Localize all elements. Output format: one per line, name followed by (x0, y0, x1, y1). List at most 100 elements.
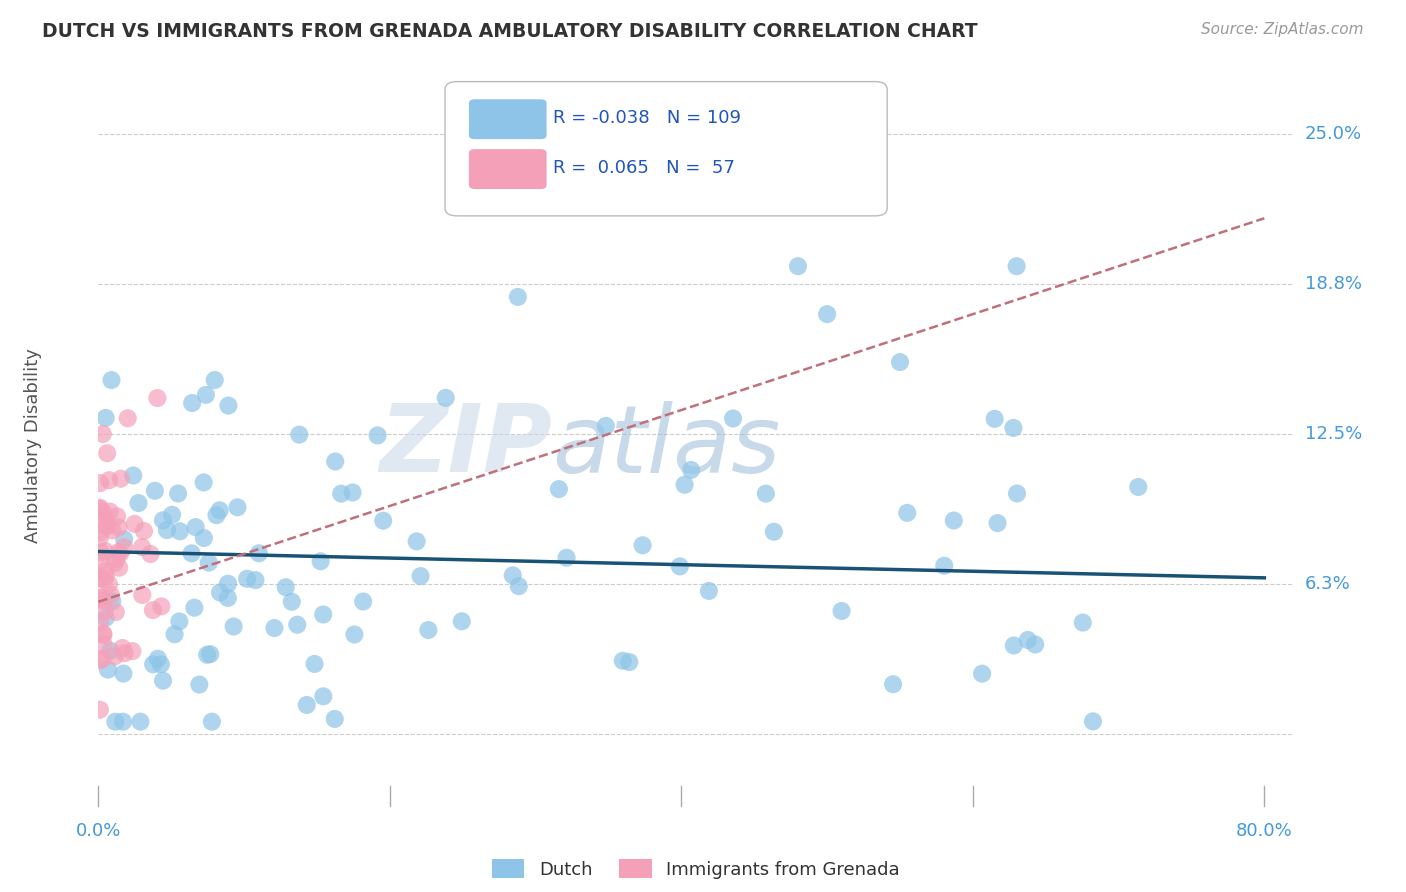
Point (200, 647, 222, 661)
Point (101, 594, 124, 608)
Point (193, 475, 215, 490)
Point (619, 655, 641, 669)
Point (111, 714, 134, 729)
Point (112, 541, 135, 555)
Point (889, 355, 911, 369)
Point (205, 508, 228, 523)
Point (96, 518, 118, 533)
Point (330, 486, 353, 500)
Point (94, 568, 117, 582)
Point (100, 373, 122, 387)
Point (167, 486, 190, 500)
Point (1005, 259, 1028, 273)
Point (673, 477, 696, 491)
Point (93, 628, 115, 642)
Point (104, 714, 127, 729)
Point (183, 600, 205, 615)
Text: DUTCH VS IMMIGRANTS FROM GRENADA AMBULATORY DISABILITY CORRELATION CHART: DUTCH VS IMMIGRANTS FROM GRENADA AMBULAT… (42, 22, 977, 41)
Point (114, 646, 136, 660)
Point (93, 593, 115, 607)
Point (96, 513, 118, 527)
Point (94, 411, 117, 425)
Point (555, 550, 578, 565)
Point (142, 603, 165, 617)
Point (146, 391, 169, 405)
Point (1017, 632, 1039, 647)
Point (352, 594, 374, 608)
Point (193, 531, 215, 545)
Point (90, 591, 112, 605)
Point (97, 663, 120, 677)
Point (104, 556, 127, 570)
Point (942, 514, 965, 528)
Point (970, 666, 993, 681)
Point (986, 516, 1008, 530)
FancyBboxPatch shape (470, 149, 547, 189)
Point (91, 626, 114, 640)
Point (89, 476, 111, 491)
Point (89, 554, 111, 568)
Point (131, 588, 153, 602)
Point (197, 556, 219, 570)
Point (304, 657, 326, 671)
Point (217, 591, 239, 605)
Point (245, 573, 267, 587)
Point (342, 485, 364, 500)
Point (105, 509, 128, 524)
Point (169, 524, 191, 539)
Text: 25.0%: 25.0% (1305, 126, 1362, 144)
Point (89, 531, 111, 545)
Point (98, 504, 121, 518)
Point (93, 573, 115, 587)
Point (89, 703, 111, 717)
Point (194, 388, 217, 402)
Point (107, 520, 129, 534)
Point (697, 583, 720, 598)
Point (721, 411, 744, 425)
Point (139, 547, 162, 561)
Text: 18.8%: 18.8% (1305, 276, 1361, 293)
Point (896, 506, 918, 520)
Point (226, 500, 249, 515)
Point (91, 427, 114, 442)
Point (129, 714, 152, 729)
Point (104, 649, 127, 664)
Point (208, 585, 231, 599)
Point (98, 473, 121, 487)
Point (247, 546, 270, 560)
Point (112, 666, 135, 681)
Point (93, 506, 115, 520)
Point (184, 520, 207, 534)
Text: Source: ZipAtlas.com: Source: ZipAtlas.com (1201, 22, 1364, 37)
Point (89, 525, 111, 540)
Point (201, 714, 224, 729)
Point (343, 627, 366, 641)
Point (274, 580, 297, 594)
Point (409, 569, 432, 583)
Point (131, 540, 153, 554)
Text: 12.5%: 12.5% (1305, 425, 1362, 443)
Point (204, 373, 226, 387)
Point (96, 519, 118, 533)
Point (323, 454, 346, 468)
Point (89, 500, 111, 515)
Point (152, 673, 174, 688)
Point (934, 558, 956, 573)
Point (263, 621, 285, 635)
Point (152, 513, 174, 527)
Text: 6.3%: 6.3% (1305, 574, 1350, 593)
Point (418, 623, 440, 637)
Point (121, 644, 143, 658)
Point (111, 640, 134, 655)
Point (128, 496, 150, 510)
Point (124, 516, 146, 531)
Point (142, 657, 165, 672)
Point (1002, 421, 1025, 435)
Point (105, 552, 128, 566)
Point (405, 534, 427, 549)
Point (1128, 480, 1150, 494)
Point (100, 588, 122, 602)
Point (506, 290, 529, 304)
Point (98, 644, 121, 658)
Point (755, 486, 778, 500)
